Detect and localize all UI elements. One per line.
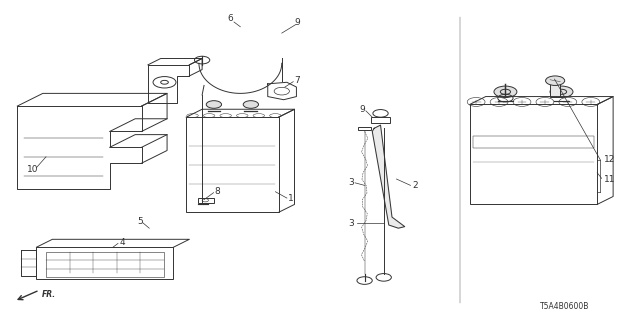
Text: 3: 3 bbox=[349, 219, 355, 228]
Polygon shape bbox=[372, 125, 404, 228]
Circle shape bbox=[243, 101, 259, 108]
Circle shape bbox=[494, 86, 517, 98]
Text: 2: 2 bbox=[412, 181, 418, 190]
Text: FR.: FR. bbox=[42, 290, 56, 299]
Text: 9: 9 bbox=[294, 18, 300, 27]
Text: 8: 8 bbox=[215, 187, 221, 196]
Circle shape bbox=[545, 76, 564, 85]
Bar bbox=[36, 247, 173, 279]
Text: 12: 12 bbox=[604, 156, 615, 164]
Circle shape bbox=[550, 86, 573, 98]
Text: 6: 6 bbox=[228, 14, 234, 23]
Text: T5A4B0600B: T5A4B0600B bbox=[540, 302, 589, 311]
Text: 4: 4 bbox=[119, 238, 125, 247]
Text: 5: 5 bbox=[137, 217, 143, 226]
Text: 11: 11 bbox=[604, 174, 615, 184]
Bar bbox=[473, 136, 594, 148]
Text: 3: 3 bbox=[349, 178, 355, 187]
Bar bbox=[371, 117, 390, 123]
Bar bbox=[46, 252, 164, 277]
Bar bbox=[550, 82, 560, 97]
Bar bbox=[198, 198, 214, 203]
Bar bbox=[186, 117, 278, 212]
Text: 9: 9 bbox=[360, 105, 365, 114]
Text: 10: 10 bbox=[27, 165, 38, 174]
Text: 7: 7 bbox=[294, 76, 300, 85]
Text: 1: 1 bbox=[288, 194, 294, 203]
Bar bbox=[358, 127, 371, 131]
Circle shape bbox=[206, 101, 221, 108]
Bar bbox=[470, 105, 597, 204]
